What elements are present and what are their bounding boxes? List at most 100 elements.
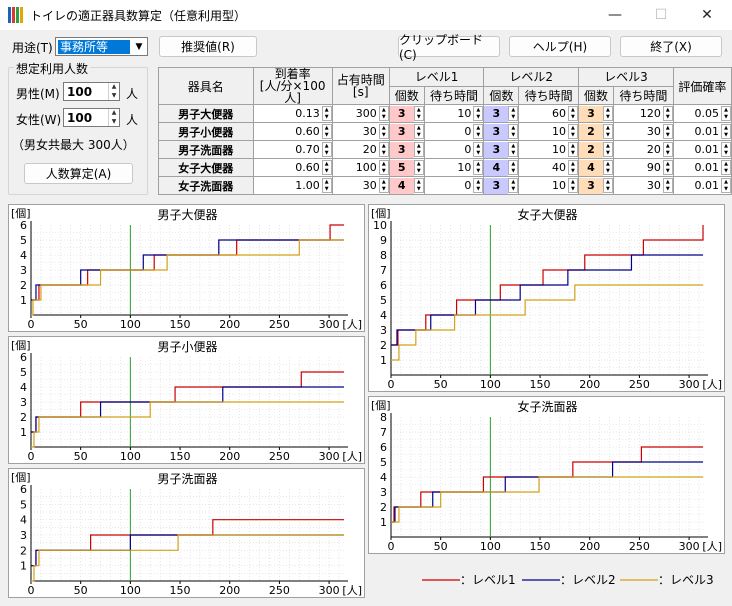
- spinner-arrows[interactable]: ▲ ▼: [378, 142, 389, 157]
- spinner-arrows[interactable]: ▲ ▼: [567, 106, 578, 121]
- l2-count-input[interactable]: 3 ▲ ▼: [483, 140, 520, 159]
- l2-count-input[interactable]: 3 ▲ ▼: [483, 104, 520, 123]
- spinner-arrows[interactable]: ▲ ▼: [508, 106, 519, 121]
- spinner-arrows[interactable]: ▲ ▼: [508, 160, 519, 175]
- l1-wait-input[interactable]: 10 ▲ ▼: [423, 158, 485, 177]
- spinner-arrows[interactable]: ▲ ▼: [378, 124, 389, 139]
- spinner-arrows[interactable]: ▲ ▼: [473, 178, 484, 193]
- l3-wait-input[interactable]: 30 ▲ ▼: [612, 176, 674, 195]
- spinner-arrows[interactable]: ▲ ▼: [378, 106, 389, 121]
- spinner-arrows[interactable]: ▲ ▼: [413, 178, 424, 193]
- occupancy-input[interactable]: 30 ▲ ▼: [331, 122, 390, 141]
- spinner-arrows[interactable]: ▲ ▼: [413, 142, 424, 157]
- female-count-spinner[interactable]: 100 ▲ ▼: [63, 108, 120, 127]
- spinner-arrows[interactable]: ▲ ▼: [662, 142, 673, 157]
- spinner-arrows[interactable]: ▲ ▼: [473, 160, 484, 175]
- arrival-input[interactable]: 1.00 ▲ ▼: [252, 176, 333, 195]
- l3-wait-input[interactable]: 30 ▲ ▼: [612, 122, 674, 141]
- spinner-arrows[interactable]: ▲ ▼: [413, 160, 424, 175]
- spinner-arrows[interactable]: ▲ ▼: [108, 109, 119, 126]
- spinner-arrows[interactable]: ▲ ▼: [567, 124, 578, 139]
- occupancy-input[interactable]: 20 ▲ ▼: [331, 140, 390, 159]
- l3-wait-input[interactable]: 90 ▲ ▼: [612, 158, 674, 177]
- eval-input[interactable]: 0.01 ▲ ▼: [672, 176, 732, 195]
- spinner-arrows[interactable]: ▲ ▼: [321, 178, 332, 193]
- l3-count-input[interactable]: 2 ▲ ▼: [577, 122, 614, 141]
- l2-count-input[interactable]: 4 ▲ ▼: [483, 158, 520, 177]
- l1-count-input[interactable]: 3 ▲ ▼: [388, 122, 425, 141]
- spinner-arrows[interactable]: ▲ ▼: [413, 124, 424, 139]
- l3-count-input[interactable]: 2 ▲ ▼: [577, 140, 614, 159]
- spinner-arrows[interactable]: ▲ ▼: [602, 124, 613, 139]
- recommend-button[interactable]: 推奨値(R): [159, 36, 257, 57]
- usage-select[interactable]: 事務所等 ▼: [55, 37, 148, 56]
- spinner-arrows[interactable]: ▲ ▼: [602, 178, 613, 193]
- spinner-arrows[interactable]: ▲ ▼: [473, 124, 484, 139]
- spinner-arrows[interactable]: ▲ ▼: [602, 142, 613, 157]
- spinner-arrows[interactable]: ▲ ▼: [721, 124, 731, 139]
- l2-wait-input[interactable]: 60 ▲ ▼: [518, 104, 579, 123]
- spinner-arrows[interactable]: ▲ ▼: [662, 178, 673, 193]
- occupancy-input[interactable]: 30 ▲ ▼: [331, 176, 390, 195]
- l1-wait-input[interactable]: 0 ▲ ▼: [423, 140, 485, 159]
- spinner-arrows[interactable]: ▲ ▼: [508, 178, 519, 193]
- spinner-arrows[interactable]: ▲ ▼: [378, 160, 389, 175]
- l2-count-input[interactable]: 3 ▲ ▼: [483, 176, 520, 195]
- l3-count-input[interactable]: 4 ▲ ▼: [577, 158, 614, 177]
- spinner-arrows[interactable]: ▲ ▼: [602, 106, 613, 121]
- eval-input[interactable]: 0.01 ▲ ▼: [672, 122, 732, 141]
- l1-count-input[interactable]: 5 ▲ ▼: [388, 158, 425, 177]
- spinner-arrows[interactable]: ▲ ▼: [721, 178, 731, 193]
- clipboard-button[interactable]: クリップボード(C): [398, 33, 500, 62]
- spinner-arrows[interactable]: ▲ ▼: [321, 106, 332, 121]
- arrival-input[interactable]: 0.13 ▲ ▼: [252, 104, 333, 123]
- l2-wait-input[interactable]: 40 ▲ ▼: [518, 158, 579, 177]
- spinner-arrows[interactable]: ▲ ▼: [662, 106, 673, 121]
- spinner-arrows[interactable]: ▲ ▼: [721, 142, 731, 157]
- help-button[interactable]: ヘルプ(H): [509, 36, 611, 57]
- spinner-arrows[interactable]: ▲ ▼: [321, 142, 332, 157]
- exit-button[interactable]: 終了(X): [620, 36, 722, 57]
- spinner-arrows[interactable]: ▲ ▼: [567, 160, 578, 175]
- l1-count-input[interactable]: 3 ▲ ▼: [388, 104, 425, 123]
- minimize-button[interactable]: —: [592, 0, 638, 30]
- occupancy-input[interactable]: 100 ▲ ▼: [331, 158, 390, 177]
- l3-wait-input[interactable]: 20 ▲ ▼: [612, 140, 674, 159]
- arrival-input[interactable]: 0.60 ▲ ▼: [252, 158, 333, 177]
- calc-users-button[interactable]: 人数算定(A): [24, 163, 133, 184]
- eval-input[interactable]: 0.01 ▲ ▼: [672, 158, 732, 177]
- spinner-arrows[interactable]: ▲ ▼: [721, 160, 731, 175]
- spinner-arrows[interactable]: ▲ ▼: [721, 106, 731, 121]
- l2-wait-input[interactable]: 10 ▲ ▼: [518, 122, 579, 141]
- eval-input[interactable]: 0.01 ▲ ▼: [672, 140, 732, 159]
- l3-wait-input[interactable]: 120 ▲ ▼: [612, 104, 674, 123]
- spinner-arrows[interactable]: ▲ ▼: [378, 178, 389, 193]
- occupancy-input[interactable]: 300 ▲ ▼: [331, 104, 390, 123]
- l1-count-input[interactable]: 4 ▲ ▼: [388, 176, 425, 195]
- spinner-arrows[interactable]: ▲ ▼: [567, 142, 578, 157]
- spinner-arrows[interactable]: ▲ ▼: [567, 178, 578, 193]
- l2-wait-input[interactable]: 10 ▲ ▼: [518, 140, 579, 159]
- spinner-arrows[interactable]: ▲ ▼: [508, 142, 519, 157]
- spinner-arrows[interactable]: ▲ ▼: [473, 106, 484, 121]
- male-count-spinner[interactable]: 100 ▲ ▼: [63, 82, 120, 101]
- l1-count-input[interactable]: 3 ▲ ▼: [388, 140, 425, 159]
- spinner-arrows[interactable]: ▲ ▼: [473, 142, 484, 157]
- l1-wait-input[interactable]: 0 ▲ ▼: [423, 176, 485, 195]
- arrival-input[interactable]: 0.60 ▲ ▼: [252, 122, 333, 141]
- l2-wait-input[interactable]: 10 ▲ ▼: [518, 176, 579, 195]
- l2-count-input[interactable]: 3 ▲ ▼: [483, 122, 520, 141]
- spinner-arrows[interactable]: ▲ ▼: [413, 106, 424, 121]
- spinner-arrows[interactable]: ▲ ▼: [108, 83, 119, 100]
- spinner-arrows[interactable]: ▲ ▼: [321, 124, 332, 139]
- spinner-arrows[interactable]: ▲ ▼: [662, 124, 673, 139]
- l1-wait-input[interactable]: 10 ▲ ▼: [423, 104, 485, 123]
- spinner-arrows[interactable]: ▲ ▼: [662, 160, 673, 175]
- l3-count-input[interactable]: 3 ▲ ▼: [577, 104, 614, 123]
- spinner-arrows[interactable]: ▲ ▼: [602, 160, 613, 175]
- spinner-arrows[interactable]: ▲ ▼: [321, 160, 332, 175]
- spinner-arrows[interactable]: ▲ ▼: [508, 124, 519, 139]
- eval-input[interactable]: 0.05 ▲ ▼: [672, 104, 732, 123]
- arrival-input[interactable]: 0.70 ▲ ▼: [252, 140, 333, 159]
- close-button[interactable]: ✕: [684, 0, 730, 30]
